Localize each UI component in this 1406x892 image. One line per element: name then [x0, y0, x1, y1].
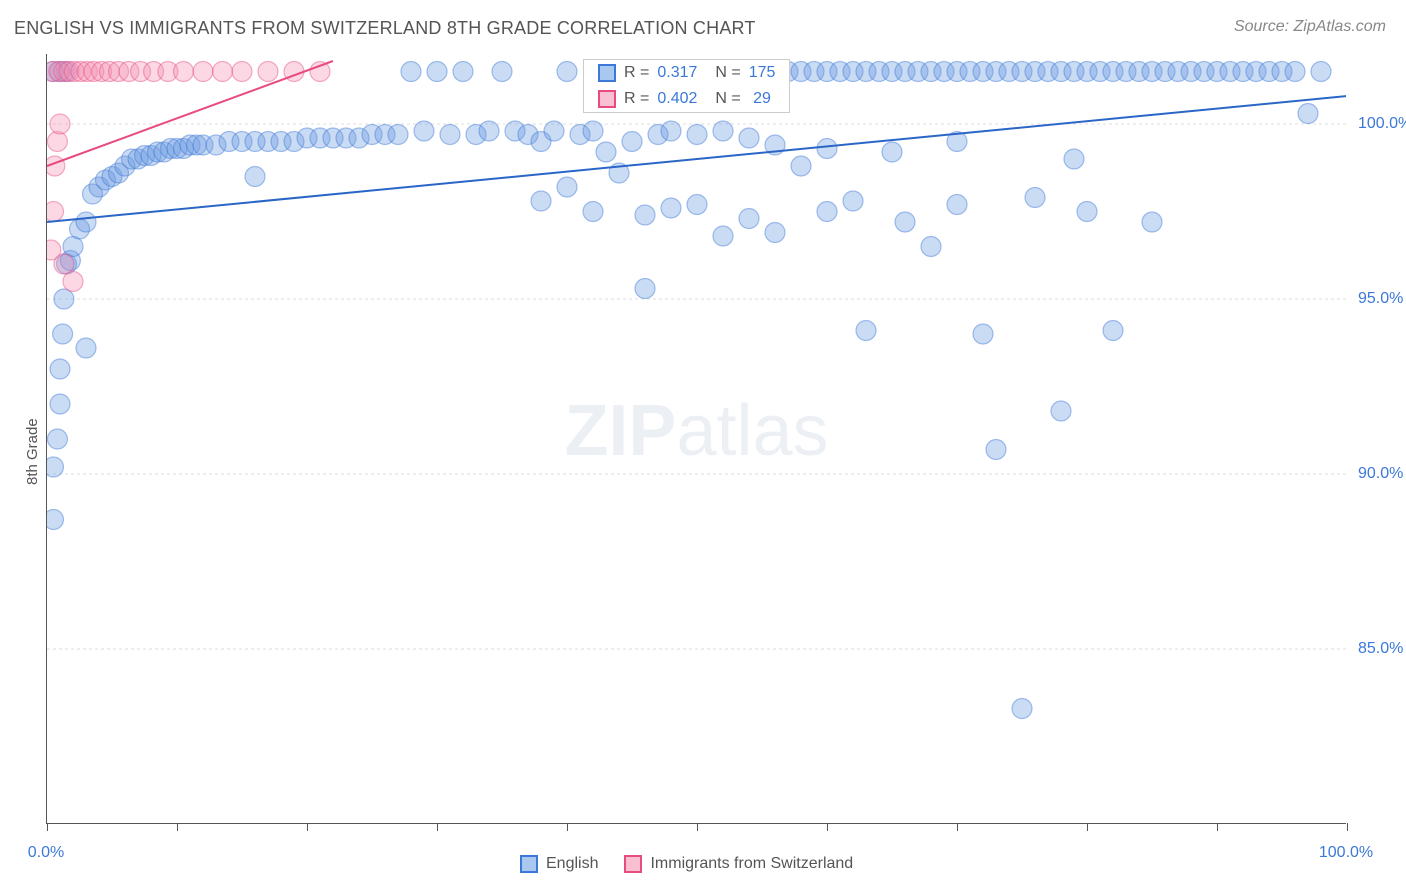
legend-label: Immigrants from Switzerland: [650, 855, 853, 873]
legend-swatch: [598, 90, 616, 108]
n-value: 175: [749, 64, 776, 82]
x-tick: [437, 823, 438, 831]
legend-row: R = 0.317 N = 175: [584, 60, 789, 86]
x-tick: [307, 823, 308, 831]
legend-item: Immigrants from Switzerland: [624, 855, 853, 873]
legend-swatch: [598, 64, 616, 82]
legend-item: English: [520, 855, 598, 873]
r-label: R =: [624, 64, 649, 82]
x-tick: [827, 823, 828, 831]
r-value: 0.402: [657, 90, 707, 108]
legend-swatch: [624, 855, 642, 873]
n-label: N =: [715, 90, 740, 108]
trend-line: [47, 96, 1346, 222]
legend-row: R = 0.402 N = 29: [584, 86, 789, 112]
y-tick-label: 100.0%: [1358, 115, 1406, 133]
legend-label: English: [546, 855, 598, 873]
r-value: 0.317: [657, 64, 707, 82]
chart-title: ENGLISH VS IMMIGRANTS FROM SWITZERLAND 8…: [14, 18, 756, 39]
r-label: R =: [624, 90, 649, 108]
n-label: N =: [715, 64, 740, 82]
y-tick-label: 95.0%: [1358, 290, 1403, 308]
trend-line: [47, 61, 333, 166]
legend-swatch: [520, 855, 538, 873]
y-tick-label: 85.0%: [1358, 640, 1403, 658]
series-legend: English Immigrants from Switzerland: [520, 855, 853, 873]
x-tick: [1087, 823, 1088, 831]
x-tick: [1347, 823, 1348, 831]
x-tick: [1217, 823, 1218, 831]
correlation-legend: R = 0.317 N = 175 R = 0.402 N = 29: [583, 59, 790, 113]
x-tick: [177, 823, 178, 831]
x-tick: [567, 823, 568, 831]
x-tick: [697, 823, 698, 831]
x-tick: [47, 823, 48, 831]
y-tick-label: 90.0%: [1358, 465, 1403, 483]
source-label: Source: ZipAtlas.com: [1234, 18, 1386, 36]
n-value: 29: [749, 90, 771, 108]
y-axis-label: 8th Grade: [24, 418, 41, 485]
plot-area: ZIPatlas R =0.317N =175R =0.402N = 29: [46, 54, 1346, 824]
x-tick-label: 100.0%: [1319, 844, 1373, 862]
x-tick-label: 0.0%: [28, 844, 64, 862]
chart-container: ENGLISH VS IMMIGRANTS FROM SWITZERLAND 8…: [0, 0, 1406, 892]
x-tick: [957, 823, 958, 831]
trend-lines: [47, 54, 1346, 823]
